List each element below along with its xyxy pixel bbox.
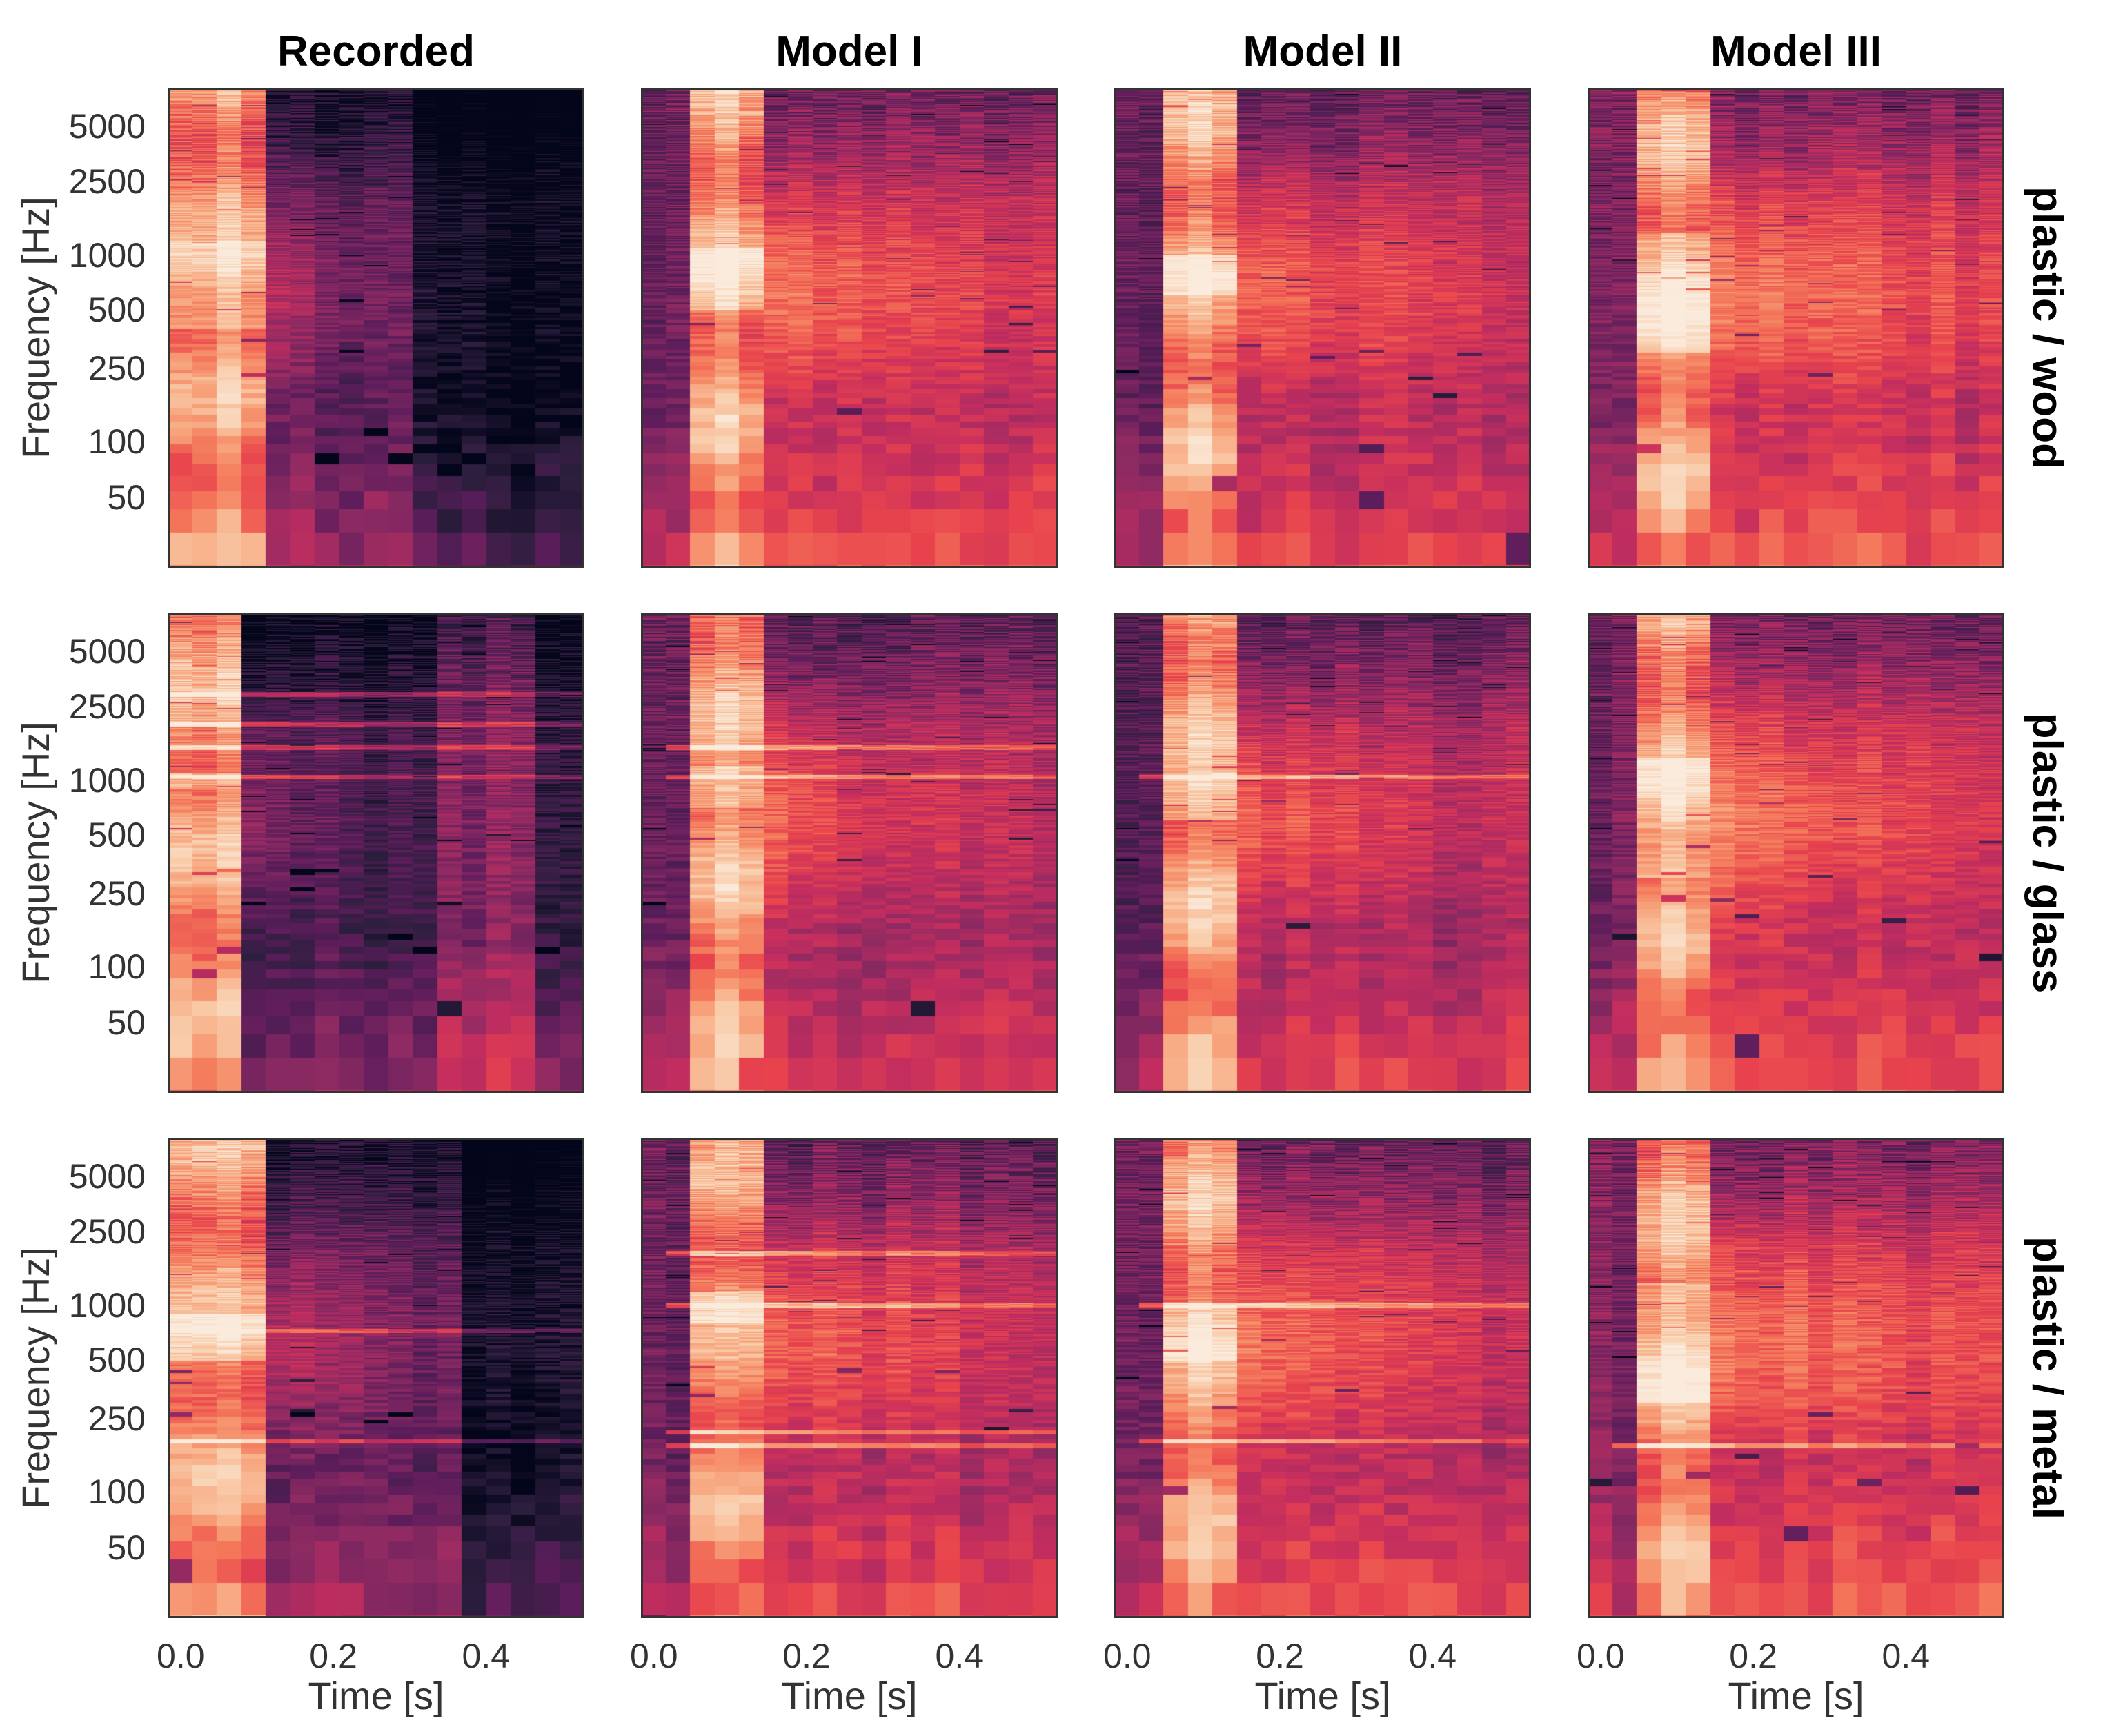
spectrogram-image <box>641 613 1058 1093</box>
x-axis-label-col-4: Time [s] <box>1728 1674 1864 1717</box>
x-tick-label: 0.2 <box>309 1637 357 1675</box>
spectrogram-panel <box>1114 88 1531 568</box>
x-axis-label-col-2: Time [s] <box>781 1674 918 1717</box>
row-label-plastic-metal: plastic / metal <box>2024 1236 2071 1520</box>
y-tick-label: 500 <box>88 290 146 330</box>
spectrogram-panel <box>1114 613 1531 1093</box>
spectrogram-panel <box>168 613 584 1093</box>
y-tick-label: 250 <box>88 874 146 914</box>
spectrogram-panel <box>1114 1138 1531 1618</box>
y-tick-label: 50 <box>107 1003 146 1042</box>
y-tick-label: 100 <box>88 1472 146 1511</box>
y-tick-label: 250 <box>88 349 146 388</box>
spectrogram-image <box>1114 1138 1531 1618</box>
x-tick-label: 0.2 <box>1256 1637 1304 1675</box>
y-tick-label: 5000 <box>68 1156 146 1196</box>
y-tick-label: 2500 <box>68 1212 146 1251</box>
column-title-model-iii: Model III <box>1710 28 1882 75</box>
y-tick-label: 50 <box>107 477 146 517</box>
x-tick-label: 0.2 <box>1729 1637 1777 1675</box>
x-tick-label: 0.4 <box>1882 1637 1931 1675</box>
spectrogram-image <box>168 613 584 1093</box>
y-tick-label: 1000 <box>68 760 146 800</box>
x-tick-label: 0.4 <box>935 1637 984 1675</box>
spectrogram-panel <box>168 88 584 568</box>
y-tick-label: 500 <box>88 1341 146 1380</box>
spectrogram-panel <box>641 88 1058 568</box>
column-title-model-ii: Model II <box>1243 28 1403 75</box>
spectrogram-panel <box>1588 613 2004 1093</box>
row-label-plastic-glass: plastic / glass <box>2024 712 2071 994</box>
spectrogram-image <box>641 1138 1058 1618</box>
spectrogram-panel <box>168 1138 584 1618</box>
spectrogram-image <box>168 88 584 568</box>
spectrogram-image <box>1114 88 1531 568</box>
x-tick-label: 0.4 <box>1408 1637 1457 1675</box>
y-tick-label: 1000 <box>68 1285 146 1325</box>
row-label-plastic-wood: plastic / wood <box>2024 186 2071 469</box>
y-tick-label: 250 <box>88 1399 146 1439</box>
x-tick-label: 0.0 <box>630 1637 678 1675</box>
spectrogram-image <box>1114 613 1531 1093</box>
y-tick-label: 50 <box>107 1528 146 1567</box>
y-tick-label: 2500 <box>68 161 146 201</box>
y-tick-label: 100 <box>88 947 146 986</box>
x-tick-label: 0.4 <box>462 1637 511 1675</box>
x-axis-label-col-1: Time [s] <box>308 1674 444 1717</box>
spectrogram-panel <box>641 1138 1058 1618</box>
y-tick-label: 100 <box>88 422 146 461</box>
spectrogram-image <box>1588 613 2004 1093</box>
spectrogram-panel <box>1588 1138 2004 1618</box>
x-tick-label: 0.2 <box>782 1637 831 1675</box>
x-axis-label-col-3: Time [s] <box>1254 1674 1391 1717</box>
column-title-model-i: Model I <box>776 28 923 75</box>
spectrogram-image <box>641 88 1058 568</box>
spectrogram-image <box>1588 1138 2004 1618</box>
spectrogram-image <box>1588 88 2004 568</box>
spectrogram-panel <box>1588 88 2004 568</box>
column-title-recorded: Recorded <box>277 28 475 75</box>
y-tick-label: 500 <box>88 816 146 855</box>
x-tick-label: 0.0 <box>157 1637 205 1675</box>
y-tick-label: 5000 <box>68 631 146 671</box>
y-tick-label: 1000 <box>68 235 146 275</box>
x-tick-label: 0.0 <box>1577 1637 1625 1675</box>
spectrogram-image <box>168 1138 584 1618</box>
spectrogram-panel <box>641 613 1058 1093</box>
y-tick-label: 5000 <box>68 106 146 146</box>
x-tick-label: 0.0 <box>1103 1637 1152 1675</box>
y-tick-label: 2500 <box>68 687 146 726</box>
